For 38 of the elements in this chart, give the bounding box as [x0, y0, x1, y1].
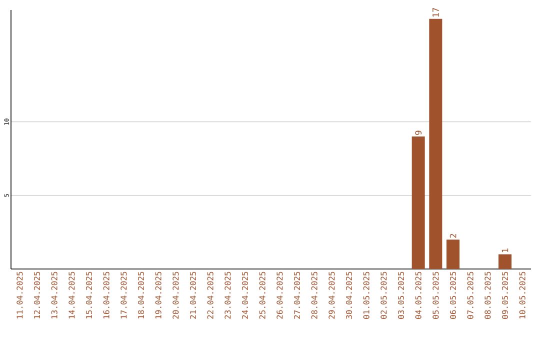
x-tick-label: 14.04.2025 [68, 272, 75, 318]
x-tick-label: 29.04.2025 [328, 272, 335, 319]
x-tick-label: 24.04.2025 [242, 272, 248, 319]
x-tick-label: 10.05.2025 [519, 272, 526, 318]
x-tick-label: 16.04.2025 [103, 272, 110, 318]
bar [498, 254, 512, 269]
x-tick-label: 22.04.2025 [207, 272, 214, 319]
x-tick-label: 28.04.2025 [311, 272, 318, 319]
x-tick-label: 05.05.2025 [432, 272, 439, 319]
x-tick-label: 17.04.2025 [120, 272, 127, 318]
x-tick-label: 26.04.2025 [276, 272, 283, 319]
x-tick-label: 07.05.2025 [467, 272, 474, 319]
x-tick-label: 25.04.2025 [259, 272, 266, 319]
x-tick-label: 19.04.2025 [155, 272, 162, 318]
x-tick-label: 13.04.2025 [51, 272, 58, 318]
x-tick-label: 21.04.2025 [190, 272, 196, 319]
bar [446, 240, 460, 269]
x-tick-label: 02.05.2025 [380, 272, 387, 319]
x-tick-label: 23.04.2025 [224, 272, 231, 319]
x-tick-label: 30.04.2025 [346, 272, 352, 319]
x-tick-label: 06.05.2025 [450, 272, 456, 319]
data-label: 9 [415, 130, 422, 135]
x-tick-label: 18.04.2025 [138, 272, 144, 318]
bar [429, 18, 442, 269]
data-label: 2 [450, 234, 456, 238]
x-tick-label: 01.05.2025 [363, 272, 370, 319]
x-tick-label: 20.04.2025 [172, 272, 179, 319]
x-tick-label: 27.04.2025 [294, 272, 300, 319]
x-tick-label: 15.04.2025 [86, 272, 92, 318]
x-tick-label: 04.05.2025 [415, 272, 422, 319]
x-tick-label: 08.05.2025 [484, 272, 491, 319]
bar [412, 136, 425, 269]
data-label: 1 [502, 248, 508, 252]
x-tick-label: 12.04.2025 [34, 272, 40, 318]
x-tick-label: 03.05.2025 [398, 272, 404, 319]
data-label: 17 [432, 8, 439, 17]
x-tick-label: 11.04.2025 [16, 272, 23, 318]
x-tick-label: 09.05.2025 [502, 272, 508, 319]
